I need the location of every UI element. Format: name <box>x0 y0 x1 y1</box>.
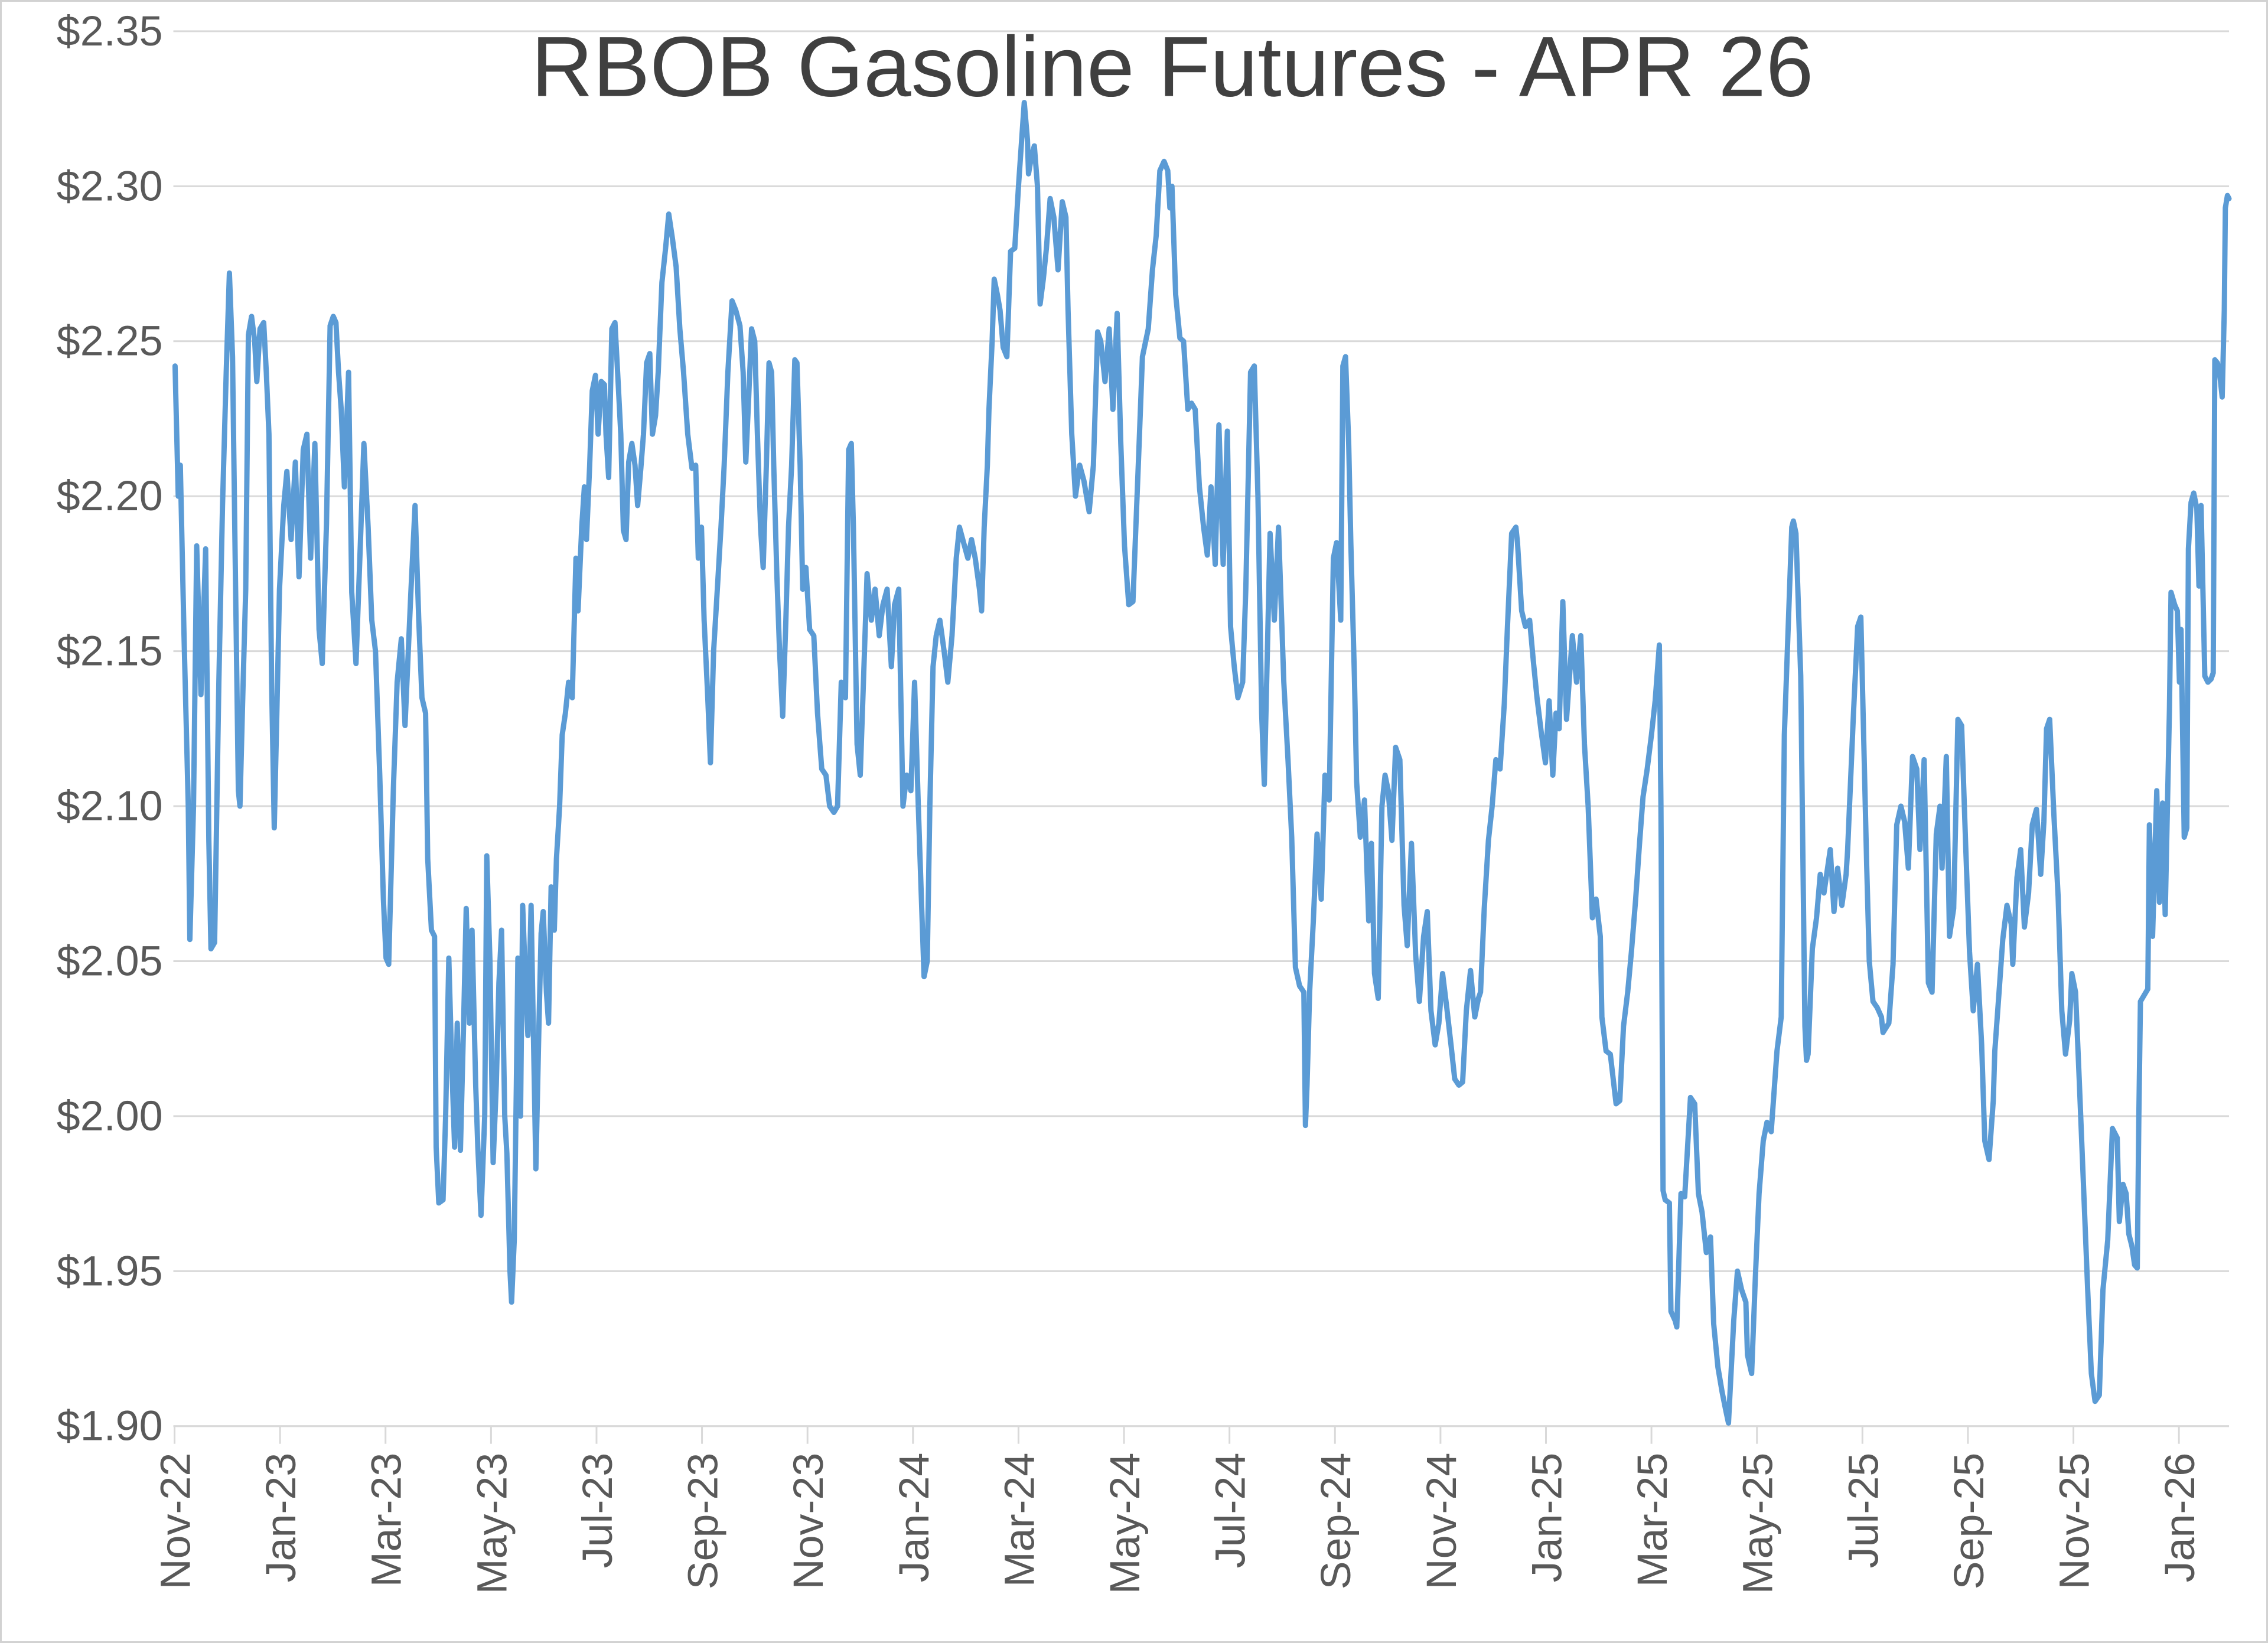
x-axis-labels-group: Nov-22 Jan-23 Mar-23 May-23 Jul-23 Sep-23 Nov-… <box>152 1453 2204 1595</box>
y-axis-label: $2.35 <box>57 8 163 55</box>
x-axis-label: Jan-23 <box>258 1453 305 1583</box>
x-axis-label: May-24 <box>1102 1453 1149 1595</box>
y-axis-label: $1.95 <box>57 1247 163 1295</box>
x-axis-label: Jan-25 <box>1523 1453 1570 1583</box>
x-axis-label: Jul-24 <box>1207 1453 1254 1569</box>
x-axis-label: Jan-24 <box>891 1453 938 1583</box>
y-axis-label: $2.10 <box>57 783 163 830</box>
chart-title: RBOB Gasoline Futures - APR 26 <box>531 19 1813 115</box>
x-axis-label: Nov-22 <box>152 1453 199 1590</box>
y-axis-label: $2.25 <box>57 318 163 365</box>
x-axis-label: Nov-25 <box>2051 1453 2098 1590</box>
x-axis-label: Sep-25 <box>1946 1453 1993 1590</box>
x-axis-label: Sep-24 <box>1312 1453 1360 1590</box>
y-axis-label: $2.00 <box>57 1093 163 1140</box>
x-axis-label: Sep-23 <box>680 1453 727 1590</box>
price-line <box>172 100 2232 1426</box>
x-axis-label: Nov-24 <box>1418 1453 1465 1590</box>
x-axis-label: Jul-25 <box>1840 1453 1887 1569</box>
y-axis-labels-group: $2.35 $2.30 $2.25 $2.20 $2.15 $2.10 $2.05 $2.00… <box>57 8 163 1450</box>
x-axis-label: Jan-26 <box>2156 1453 2204 1583</box>
y-axis-label: $1.90 <box>57 1403 163 1450</box>
x-axis-label: Nov-23 <box>785 1453 832 1590</box>
y-axis-label: $2.20 <box>57 472 163 520</box>
x-axis-label: May-25 <box>1735 1453 1782 1595</box>
y-axis-label: $2.30 <box>57 162 163 210</box>
y-axis-label: $2.15 <box>57 628 163 675</box>
x-axis-group <box>173 1425 2230 1444</box>
series-group <box>172 100 2232 1426</box>
x-axis-label: Mar-25 <box>1629 1453 1676 1587</box>
x-axis-label: Mar-23 <box>363 1453 410 1587</box>
x-axis-label: Mar-24 <box>996 1453 1043 1587</box>
x-axis-label: May-23 <box>468 1453 516 1595</box>
x-axis-label: Jul-23 <box>574 1453 621 1569</box>
y-axis-label: $2.05 <box>57 937 163 985</box>
